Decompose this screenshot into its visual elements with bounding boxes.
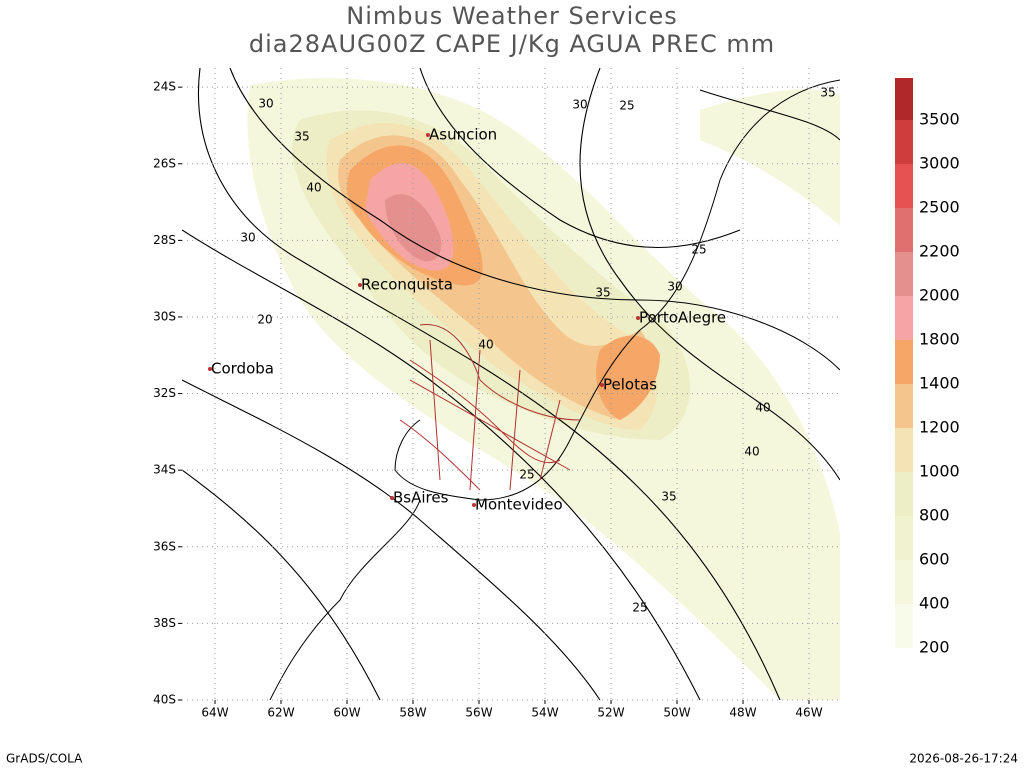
contour-label: 40: [755, 401, 770, 415]
colorbar-label: 400: [919, 594, 950, 613]
city-label: BsAires: [393, 489, 449, 507]
contour-label: 40: [478, 338, 493, 352]
x-tick-label: 46W: [795, 706, 822, 720]
y-tick-label: 24S: [153, 80, 176, 94]
colorbar-label: 1200: [919, 418, 960, 437]
city-marker: [390, 496, 394, 500]
city-label: Montevideo: [475, 496, 563, 514]
colorbar-box: [895, 120, 913, 164]
x-tick-label: 54W: [531, 706, 558, 720]
colorbar-label: 2500: [919, 198, 960, 217]
colorbar-box: [895, 208, 913, 252]
contour-label: 25: [632, 601, 647, 615]
y-tick-label: 30S: [153, 309, 176, 323]
city-label: Asuncion: [429, 126, 497, 144]
colorbar-box: [895, 252, 913, 296]
x-tick-label: 56W: [465, 706, 492, 720]
colorbar-label: 600: [919, 550, 950, 569]
map-subtitle: dia28AUG00Z CAPE J/Kg AGUA PREC mm: [249, 30, 775, 58]
city-marker: [636, 316, 640, 320]
colorbar-box: [895, 516, 913, 560]
contour-label: 30: [572, 98, 587, 112]
y-tick-label: 32S: [153, 386, 176, 400]
colorbar-label: 3000: [919, 154, 960, 173]
x-tick-label: 48W: [729, 706, 756, 720]
contour-label: 30: [667, 280, 682, 294]
city-marker: [600, 383, 604, 387]
contour-label: 35: [294, 130, 309, 144]
city-label: PortoAlegre: [639, 309, 726, 327]
colorbar-label: 200: [919, 638, 950, 657]
colorbar-label: 1000: [919, 462, 960, 481]
colorbar-box: [895, 384, 913, 428]
x-tick-label: 58W: [399, 706, 426, 720]
coastline: [269, 79, 840, 700]
contour-label: 35: [595, 286, 610, 300]
city-label: Reconquista: [361, 276, 453, 294]
contour-label: 35: [820, 86, 835, 100]
city-marker: [426, 133, 430, 137]
colorbar-box: [895, 340, 913, 384]
colorbar-label: 2000: [919, 286, 960, 305]
colorbar-label: 1800: [919, 330, 960, 349]
colorbar-label: 800: [919, 506, 950, 525]
y-tick-label: 38S: [153, 616, 176, 630]
map-title: Nimbus Weather Services: [346, 2, 677, 30]
contour-label: 25: [691, 243, 706, 257]
colorbar-box: [895, 604, 913, 648]
footer-left: GrADS/COLA: [6, 752, 83, 766]
colorbar-label: 1400: [919, 374, 960, 393]
contour-label: 30: [240, 231, 255, 245]
contour-label: 25: [519, 468, 534, 482]
borders: [399, 324, 581, 491]
city-marker: [208, 367, 212, 371]
colorbar-box: [895, 164, 913, 208]
y-tick-label: 28S: [153, 233, 176, 247]
x-tick-label: 60W: [333, 706, 360, 720]
y-tick-label: 40S: [153, 693, 176, 707]
colorbar-box: [895, 472, 913, 516]
colorbar-box: [895, 78, 913, 120]
contour-label: 30: [258, 97, 273, 111]
x-tick-label: 62W: [267, 706, 294, 720]
x-tick-label: 52W: [597, 706, 624, 720]
contour-label: 20: [257, 313, 272, 327]
footer-right: 2026-08-26-17:24: [909, 752, 1018, 766]
city-label: Pelotas: [603, 376, 657, 394]
y-tick-label: 34S: [153, 463, 176, 477]
city-marker: [472, 503, 476, 507]
y-tick-label: 26S: [153, 156, 176, 170]
y-tick-label: 36S: [153, 539, 176, 553]
contour-label: 40: [744, 445, 759, 459]
shaded-field: [247, 78, 840, 700]
contour-lines: [182, 68, 840, 700]
contour-label: 40: [306, 181, 321, 195]
contour-label: 35: [661, 490, 676, 504]
x-tick-label: 50W: [663, 706, 690, 720]
contour-label: 25: [619, 99, 634, 113]
colorbar-box: [895, 296, 913, 340]
colorbar-box: [895, 560, 913, 604]
city-marker: [358, 283, 362, 287]
x-tick-label: 64W: [201, 706, 228, 720]
colorbar-label: 2200: [919, 242, 960, 261]
city-label: Cordoba: [211, 360, 274, 378]
colorbar-label: 3500: [919, 110, 960, 129]
colorbar-box: [895, 428, 913, 472]
